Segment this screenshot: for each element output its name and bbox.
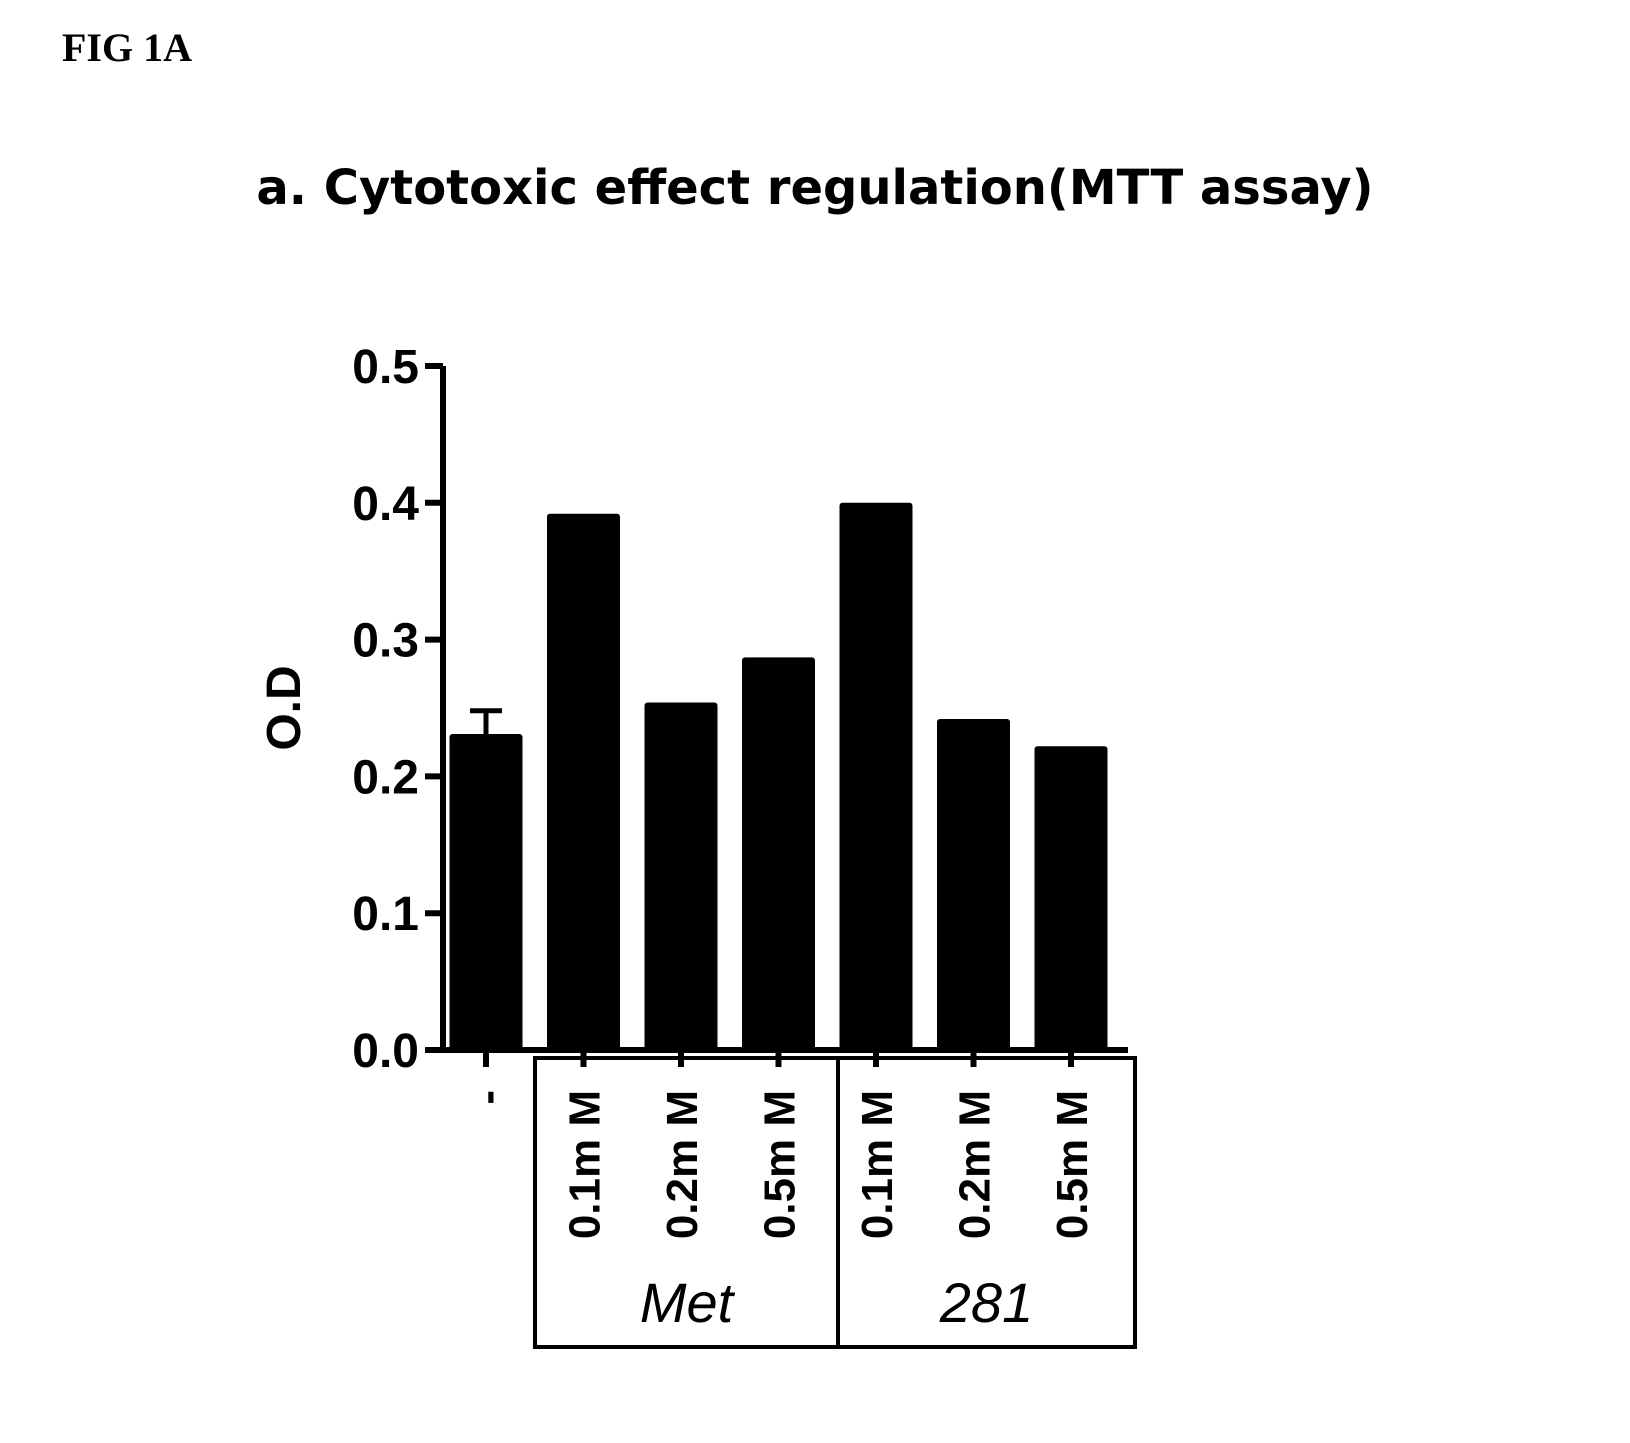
group-label: Met (640, 1271, 736, 1334)
bar-3 (742, 657, 815, 1050)
bar-5 (937, 719, 1010, 1050)
y-tick-label: 0.3 (352, 615, 419, 668)
bars-layer (450, 503, 1108, 1050)
x-tick-label: 0.2m M (951, 1090, 1000, 1239)
x-tick-label: 0.5m M (756, 1090, 805, 1239)
x-tick-label: 0.2m M (658, 1090, 707, 1239)
bar-6 (1035, 746, 1108, 1050)
x-tick-label: 0.5m M (1048, 1090, 1097, 1239)
bar-4 (840, 503, 913, 1050)
group-label: 281 (939, 1271, 1033, 1334)
y-tick-label: 0.2 (352, 751, 419, 804)
bar-1 (547, 514, 620, 1050)
bar-0 (450, 734, 523, 1050)
y-axis-label: O.D (258, 665, 311, 750)
x-tick-label: - (463, 1090, 512, 1105)
y-tick-label: 0.4 (352, 478, 419, 531)
x-tick-label: 0.1m M (561, 1090, 610, 1239)
y-tick-label: 0.1 (352, 888, 419, 941)
y-tick-label: 0.0 (352, 1025, 419, 1078)
bar-2 (645, 703, 718, 1050)
x-tick-label: 0.1m M (853, 1090, 902, 1239)
y-tick-label: 0.5 (352, 341, 419, 394)
